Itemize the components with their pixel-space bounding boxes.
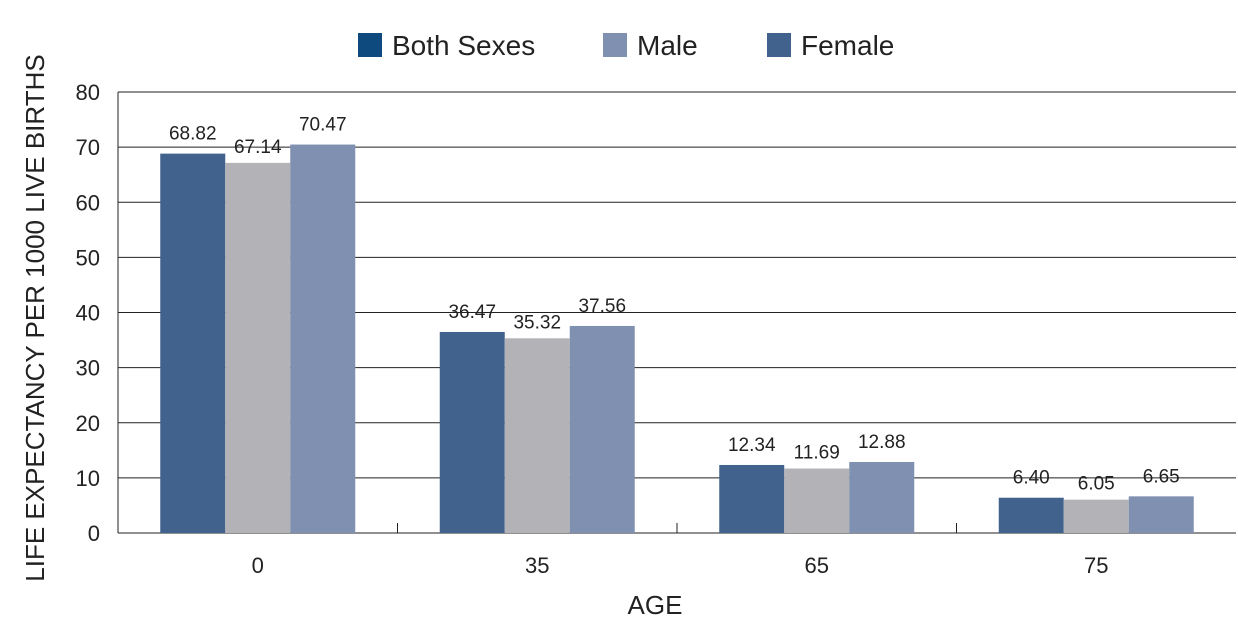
data-label: 68.82 (169, 124, 217, 145)
x-tick-label: 0 (252, 553, 264, 578)
bar (439, 331, 505, 533)
data-label: 11.69 (794, 443, 840, 464)
data-label: 12.88 (858, 432, 906, 453)
x-tick-label: 75 (1084, 553, 1108, 578)
bar (1063, 499, 1129, 533)
y-tick-label: 0 (88, 521, 100, 546)
y-tick-label: 70 (76, 135, 100, 160)
data-label: 35.32 (513, 312, 561, 333)
data-label: 36.47 (448, 302, 496, 323)
bar (504, 338, 570, 533)
data-labels: 68.82 67.14 70.47 36.47 35.32 37.56 12.34 11.69… (169, 115, 1180, 495)
data-label: 12.34 (728, 435, 776, 456)
bar (998, 497, 1064, 533)
legend: Both Sexes Male Female (358, 30, 894, 61)
data-label: 6.65 (1143, 466, 1180, 487)
bar (719, 464, 785, 533)
bar (849, 461, 915, 533)
y-tick-label: 50 (76, 245, 100, 270)
legend-swatch (358, 33, 382, 57)
x-tick-label: 35 (525, 553, 549, 578)
bars (160, 144, 1194, 533)
legend-label: Female (801, 30, 894, 61)
data-label: 67.14 (234, 137, 282, 158)
legend-label: Both Sexes (392, 30, 535, 61)
bar (160, 153, 226, 533)
data-label: 6.05 (1078, 474, 1115, 495)
y-axis-title: LIFE EXPECTANCY PER 1000 LIVE BIRTHS (20, 54, 50, 581)
y-tick-label: 80 (76, 80, 100, 105)
data-label: 70.47 (299, 115, 347, 136)
legend-label: Male (637, 30, 698, 61)
bar (569, 325, 635, 533)
y-tick-label: 20 (76, 411, 100, 436)
data-label: 37.56 (578, 296, 626, 317)
tick-labels: 0 10 20 30 40 50 60 70 80 0 35 65 75 (76, 80, 1109, 578)
legend-swatch (603, 33, 627, 57)
bar (225, 162, 291, 533)
y-tick-label: 30 (76, 356, 100, 381)
bar (784, 468, 850, 533)
bar (1128, 496, 1194, 533)
y-tick-label: 10 (76, 466, 100, 491)
x-tick-label: 65 (805, 553, 829, 578)
legend-swatch (767, 33, 791, 57)
x-axis-title: AGE (628, 590, 683, 620)
y-tick-label: 40 (76, 301, 100, 326)
bar (290, 144, 356, 533)
data-label: 6.40 (1013, 468, 1050, 489)
y-tick-label: 60 (76, 190, 100, 215)
